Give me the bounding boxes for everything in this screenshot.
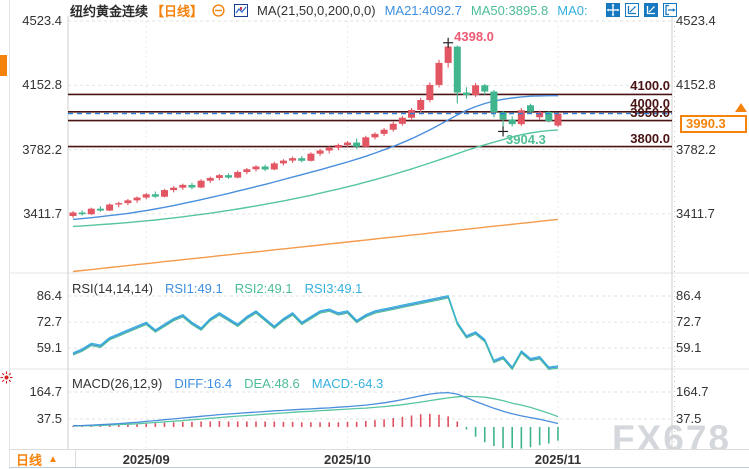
bottom-border-line: [0, 467, 749, 468]
triangle-up-icon: ▲: [48, 453, 58, 465]
rsi-header: RSI(14,14,14) RSI1:49.1 RSI2:49.1 RSI3:4…: [72, 281, 362, 296]
period-tag: 【日线】: [151, 4, 204, 19]
alert-sun-icon[interactable]: [0, 371, 13, 389]
high-price-label: 4398.0: [454, 28, 494, 44]
tab-daily-period[interactable]: 日线 ▲: [14, 450, 60, 469]
macd-y-axis-label: 37.5: [36, 411, 62, 426]
pan-move-icon[interactable]: [606, 3, 620, 17]
tab-separator: [75, 450, 76, 467]
macd-y-axis-label: 37.5: [676, 411, 702, 426]
rsi1-readout: RSI1:49.1: [164, 281, 223, 296]
macd-settings-label: MACD(26,12,9): [72, 376, 163, 391]
minus-circle-icon[interactable]: [212, 4, 225, 17]
price-level-label: 4100.0: [630, 78, 670, 94]
rsi-y-axis-label: 86.4: [676, 288, 702, 303]
left-orange-marker: [0, 55, 7, 76]
low-price-label: 3904.3: [506, 132, 546, 148]
ma0-readout: MA0:: [557, 3, 588, 18]
candle-chart-icon[interactable]: [234, 4, 249, 17]
rsi2-readout: RSI2:49.1: [234, 281, 293, 296]
exit-right-icon[interactable]: [663, 3, 677, 17]
main-y-axis-label: 4523.4: [22, 13, 62, 28]
main-y-axis-label: 4523.4: [676, 13, 716, 28]
x-axis-month-label: 2025/09: [122, 452, 170, 467]
main-y-axis-label: 4152.8: [22, 77, 62, 93]
main-y-axis-label: 3411.7: [23, 205, 62, 221]
rsi-y-axis-label: 59.1: [36, 340, 62, 355]
main-y-axis-label: 4152.8: [676, 77, 716, 93]
time-axis-bar: [0, 449, 749, 468]
rsi-y-axis-label: 59.1: [676, 340, 702, 355]
price-level-label: 4000.0: [630, 95, 670, 111]
rsi-y-axis-label: 72.7: [36, 314, 62, 330]
left-toolbar: [0, 0, 13, 469]
macd-header: MACD(26,12,9) DIFF:16.4 DEA:48.6 MACD:-6…: [72, 376, 383, 391]
rsi-settings-label: RSI(14,14,14): [72, 281, 153, 296]
axis-scale-icon[interactable]: [625, 3, 639, 17]
macd-readout: MACD:-64.3: [311, 376, 384, 391]
last-price-tag: 3990.3: [680, 115, 747, 133]
diff-readout: DIFF:16.4: [174, 376, 233, 391]
price-level-label: 3950.0: [630, 104, 670, 120]
rsi-y-axis-label: 86.4: [36, 288, 62, 303]
tab-daily-label: 日线: [16, 453, 43, 468]
macd-y-axis-label: 164.7: [676, 384, 709, 399]
chart-toolbar: [606, 3, 677, 17]
chart-header: 纽约黄金连续 【日线】 MA(21,50,0,200,0,0) MA21:409…: [70, 1, 588, 20]
ma50-readout: MA50:3895.8: [470, 3, 549, 18]
rsi3-readout: RSI3:49.1: [304, 281, 363, 296]
last-price-value: 3990.3: [686, 116, 726, 131]
ma-settings-label: MA(21,50,0,200,0,0): [257, 3, 376, 18]
main-y-axis-label: 3782.2: [22, 141, 62, 157]
dea-readout: DEA:48.6: [244, 376, 300, 391]
rsi-y-axis-label: 72.7: [676, 314, 702, 330]
x-axis-month-label: 2025/10: [324, 452, 371, 467]
main-y-axis-label: 3782.2: [676, 141, 716, 157]
main-y-axis-label: 3411.7: [676, 205, 715, 221]
price-level-label: 3800.0: [630, 130, 670, 146]
instrument-title: 纽约黄金连续: [70, 4, 149, 19]
axis-scale-filled-icon[interactable]: [644, 3, 658, 17]
ma21-readout: MA21:4092.7: [384, 3, 462, 18]
x-axis-month-label: 2025/11: [534, 452, 582, 467]
macd-y-axis-label: 164.7: [29, 384, 62, 399]
price-up-arrow-icon: [735, 103, 747, 112]
